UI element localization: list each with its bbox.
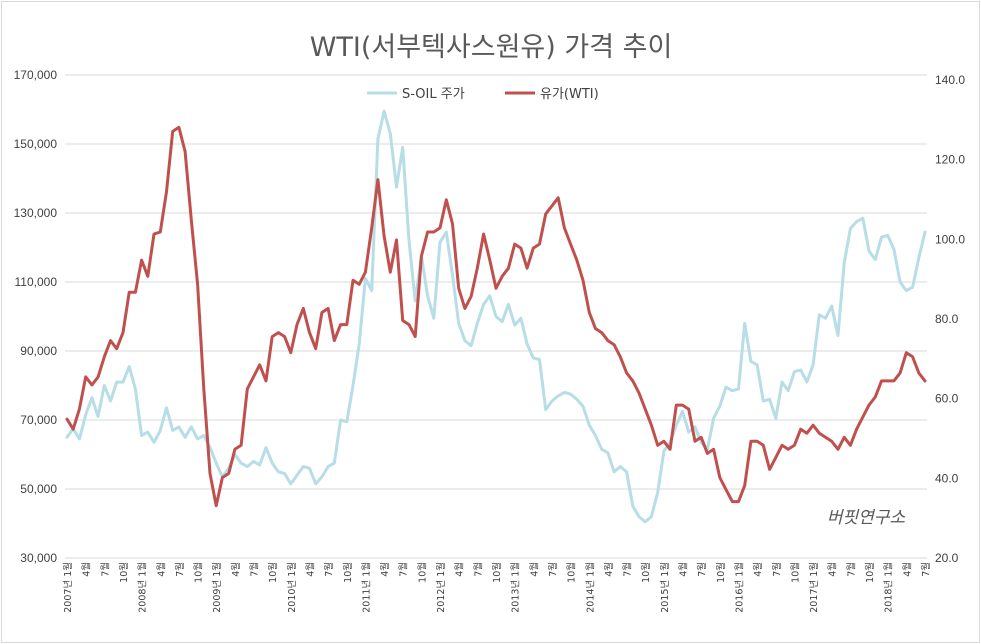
x-tick-label: 2011년 1월	[360, 562, 372, 613]
x-tick-label: 4월	[752, 562, 764, 577]
x-tick-label: 4월	[379, 562, 391, 577]
right-tick-label: 120.0	[935, 153, 965, 167]
x-tick-label: 4월	[528, 562, 540, 577]
x-tick-label: 2015년 1월	[659, 562, 671, 613]
right-tick-label: 140.0	[935, 73, 965, 87]
x-tick-label: 7월	[771, 562, 783, 577]
x-tick-label: 2013년 1월	[510, 562, 522, 613]
x-tick-label: 10월	[193, 562, 205, 583]
x-tick-label: 2014년 1월	[584, 562, 596, 613]
x-tick-label: 4월	[901, 562, 913, 577]
left-tick-label: 130,000	[14, 206, 58, 220]
x-tick-label: 2008년 1월	[137, 562, 149, 613]
x-tick-label: 7월	[99, 562, 111, 577]
x-tick-label: 10월	[342, 562, 354, 583]
legend-label-soil: S-OIL 주가	[402, 87, 465, 102]
x-tick-label: 10월	[491, 562, 503, 583]
right-tick-label: 40.0	[935, 471, 959, 485]
left-tick-label: 70,000	[20, 413, 57, 427]
right-tick-label: 20.0	[935, 551, 959, 565]
series-line-wti	[65, 125, 927, 508]
x-tick-label: 4월	[454, 562, 466, 577]
x-tick-label: 7월	[323, 562, 335, 577]
legend: S-OIL 주가 유가(WTI)	[367, 87, 599, 102]
x-tick-label: 2009년 1월	[211, 562, 223, 613]
x-tick-label: 4월	[230, 562, 242, 577]
x-tick-label: 7월	[398, 562, 410, 577]
left-axis-ticks: 170,000 150,000 130,000 110,000 90,000 70,000…	[14, 68, 58, 565]
watermark: 버핏연구소	[827, 508, 906, 528]
x-tick-label: 2012년 1월	[435, 562, 447, 613]
x-tick-label: 7월	[696, 562, 708, 577]
left-tick-label: 110,000	[15, 275, 58, 289]
x-tick-label: 4월	[81, 562, 93, 577]
right-axis-ticks: 140.0 120.0 100.0 80.0 60.0 40.0 20.0	[935, 73, 965, 565]
series-line-soil	[65, 109, 927, 524]
left-tick-label: 150,000	[14, 137, 58, 151]
x-tick-label: 10월	[789, 562, 801, 583]
legend-label-wti: 유가(WTI)	[540, 87, 599, 102]
x-axis-ticks: 2007년 1월 4월 7월 10월 2008년 1월 4월 7월 10월 2009년 1월 4월…	[62, 562, 932, 613]
x-tick-label: 7월	[472, 562, 484, 577]
x-tick-label: 10월	[118, 562, 130, 583]
right-tick-label: 100.0	[935, 232, 965, 246]
x-tick-label: 7월	[845, 562, 857, 577]
x-tick-label: 4월	[603, 562, 615, 577]
x-tick-label: 4월	[827, 562, 839, 577]
x-tick-label: 7월	[920, 562, 932, 577]
left-tick-label: 90,000	[20, 344, 57, 358]
x-tick-label: 10월	[566, 562, 578, 583]
x-tick-label: 7월	[249, 562, 261, 577]
x-tick-label: 2007년 1월	[62, 562, 74, 613]
x-tick-label: 7월	[174, 562, 186, 577]
x-tick-label: 2017년 1월	[808, 562, 820, 613]
gridlines	[65, 74, 927, 559]
series-lines	[65, 109, 927, 524]
x-tick-label: 10월	[267, 562, 279, 583]
x-tick-label: 4월	[304, 562, 316, 577]
chart-title: WTI(서부텍사스원유) 가격 추이	[310, 32, 673, 63]
left-tick-label: 50,000	[20, 482, 57, 496]
x-tick-label: 7월	[547, 562, 559, 577]
x-tick-label: 4월	[155, 562, 167, 577]
x-tick-label: 2016년 1월	[733, 562, 745, 613]
x-tick-label: 2018년 1월	[883, 562, 895, 613]
x-tick-label: 10월	[640, 562, 652, 583]
x-tick-label: 4월	[678, 562, 690, 577]
x-tick-label: 10월	[864, 562, 876, 583]
x-tick-label: 10월	[416, 562, 428, 583]
x-tick-label: 10월	[715, 562, 727, 583]
left-tick-label: 30,000	[20, 551, 57, 565]
x-tick-label: 2010년 1월	[286, 562, 298, 613]
right-tick-label: 60.0	[935, 392, 959, 406]
left-tick-label: 170,000	[14, 68, 58, 82]
right-tick-label: 80.0	[935, 312, 959, 326]
x-tick-label: 7월	[622, 562, 634, 577]
